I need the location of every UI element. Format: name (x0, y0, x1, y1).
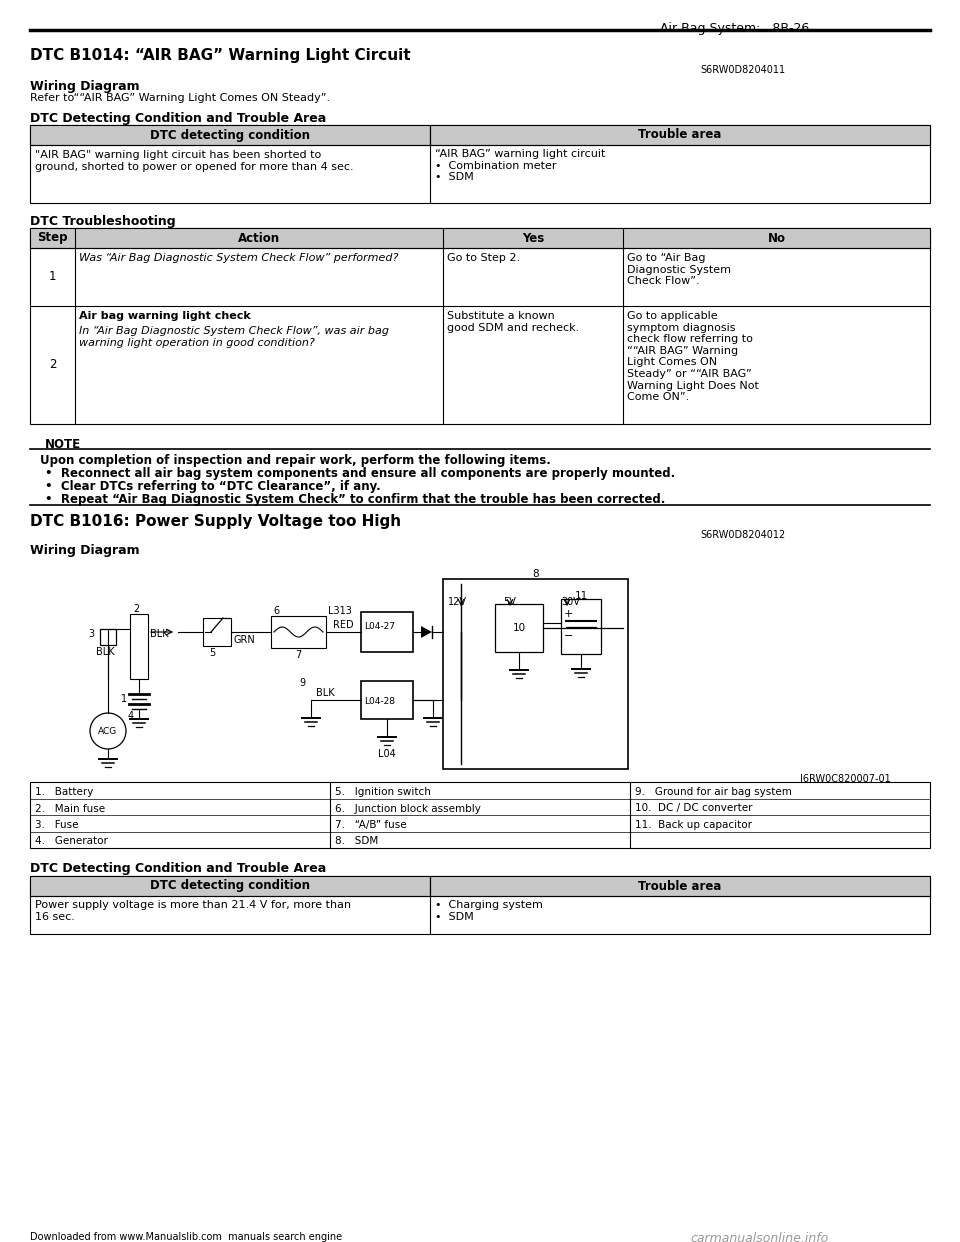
Text: RED: RED (333, 620, 353, 630)
Text: “AIR BAG” warning light circuit
•  Combination meter
•  SDM: “AIR BAG” warning light circuit • Combin… (435, 149, 606, 183)
Text: 7.   “A/B” fuse: 7. “A/B” fuse (335, 820, 407, 830)
Text: BLK: BLK (96, 647, 114, 657)
Text: 30V: 30V (561, 597, 580, 607)
Text: Downloaded from www.Manualslib.com  manuals search engine: Downloaded from www.Manualslib.com manua… (30, 1232, 342, 1242)
Text: 5V: 5V (503, 597, 516, 607)
Bar (30, 782, 930, 848)
Text: 7: 7 (296, 650, 301, 660)
Bar (30, 876, 930, 934)
Text: 6: 6 (273, 606, 279, 616)
Text: Refer to““AIR BAG” Warning Light Comes ON Steady”.: Refer to““AIR BAG” Warning Light Comes O… (30, 93, 330, 103)
Text: 10: 10 (513, 623, 525, 633)
Text: 9.   Ground for air bag system: 9. Ground for air bag system (635, 787, 792, 797)
Bar (271, 616, 326, 648)
Bar (30, 876, 430, 895)
Bar (30, 125, 430, 145)
Text: Wiring Diagram: Wiring Diagram (30, 79, 139, 93)
Bar (443, 579, 628, 769)
Text: •  Clear DTCs referring to “DTC Clearance”, if any.: • Clear DTCs referring to “DTC Clearance… (45, 479, 381, 493)
Text: Trouble area: Trouble area (638, 879, 722, 893)
Text: Yes: Yes (522, 231, 544, 245)
Text: L04-27: L04-27 (364, 622, 395, 631)
Text: 3.   Fuse: 3. Fuse (35, 820, 79, 830)
Bar (561, 599, 601, 655)
Text: 4: 4 (128, 710, 134, 722)
Bar (203, 619, 231, 646)
Text: Go to applicable
symptom diagnosis
check flow referring to
““AIR BAG” Warning
Li: Go to applicable symptom diagnosis check… (627, 310, 758, 402)
Bar (495, 604, 543, 652)
Text: DTC detecting condition: DTC detecting condition (150, 879, 310, 893)
Text: 3: 3 (88, 628, 94, 638)
Text: carmanualsonline.info: carmanualsonline.info (690, 1232, 828, 1242)
Text: NOTE: NOTE (45, 438, 82, 451)
Text: Step: Step (37, 231, 68, 245)
Text: No: No (767, 231, 785, 245)
Text: •  Charging system
•  SDM: • Charging system • SDM (435, 900, 542, 922)
Text: BLK: BLK (316, 688, 335, 698)
Text: 9: 9 (299, 678, 305, 688)
Text: 2.   Main fuse: 2. Main fuse (35, 804, 106, 814)
Text: Trouble area: Trouble area (638, 128, 722, 142)
Text: Upon completion of inspection and repair work, perform the following items.: Upon completion of inspection and repair… (40, 455, 551, 467)
Bar (100, 628, 116, 645)
Text: GRN: GRN (233, 635, 254, 645)
Bar (30, 229, 930, 424)
Text: 4.   Generator: 4. Generator (35, 837, 108, 847)
Text: •  Reconnect all air bag system components and ensure all components are properl: • Reconnect all air bag system component… (45, 467, 675, 479)
Text: 8: 8 (532, 569, 539, 579)
Text: S6RW0D8204011: S6RW0D8204011 (700, 65, 785, 75)
Text: 5: 5 (209, 648, 215, 658)
Text: 11: 11 (574, 591, 588, 601)
Bar (361, 681, 413, 719)
Text: DTC Detecting Condition and Trouble Area: DTC Detecting Condition and Trouble Area (30, 862, 326, 876)
Text: •  Repeat “Air Bag Diagnostic System Check” to confirm that the trouble has been: • Repeat “Air Bag Diagnostic System Chec… (45, 493, 665, 505)
Text: S6RW0D8204012: S6RW0D8204012 (700, 530, 785, 540)
Text: 1.   Battery: 1. Battery (35, 787, 93, 797)
Text: Go to Step 2.: Go to Step 2. (447, 253, 520, 263)
Text: +: + (564, 609, 573, 619)
Text: 5.   Ignition switch: 5. Ignition switch (335, 787, 431, 797)
Text: DTC Troubleshooting: DTC Troubleshooting (30, 215, 176, 229)
Text: Air bag warning light check: Air bag warning light check (79, 310, 251, 320)
Bar (130, 614, 148, 679)
Text: Go to “Air Bag
Diagnostic System
Check Flow”.: Go to “Air Bag Diagnostic System Check F… (627, 253, 731, 286)
Text: 10.  DC / DC converter: 10. DC / DC converter (635, 804, 753, 814)
Bar (361, 612, 413, 652)
Polygon shape (421, 626, 432, 638)
Text: "AIR BAG" warning light circuit has been shorted to
ground, shorted to power or : "AIR BAG" warning light circuit has been… (35, 150, 353, 171)
Bar (430, 876, 930, 895)
Text: L04: L04 (378, 749, 396, 759)
Text: Air Bag System:   8B-26: Air Bag System: 8B-26 (660, 22, 809, 35)
Bar (30, 229, 930, 248)
Text: Wiring Diagram: Wiring Diagram (30, 544, 139, 556)
Text: 11.  Back up capacitor: 11. Back up capacitor (635, 820, 752, 830)
Bar (430, 125, 930, 145)
Text: 2: 2 (133, 604, 139, 614)
Text: Was “Air Bag Diagnostic System Check Flow” performed?: Was “Air Bag Diagnostic System Check Flo… (79, 253, 398, 263)
Bar (30, 125, 930, 202)
Text: L04-28: L04-28 (364, 697, 395, 705)
Text: DTC B1014: “AIR BAG” Warning Light Circuit: DTC B1014: “AIR BAG” Warning Light Circu… (30, 48, 411, 63)
Text: 6.   Junction block assembly: 6. Junction block assembly (335, 804, 481, 814)
Text: Action: Action (238, 231, 280, 245)
Text: ACG: ACG (98, 727, 118, 735)
Text: 2: 2 (49, 359, 57, 371)
Text: In “Air Bag Diagnostic System Check Flow”, was air bag
warning light operation i: In “Air Bag Diagnostic System Check Flow… (79, 325, 389, 348)
Text: 1: 1 (121, 694, 127, 704)
Text: 12V: 12V (448, 597, 467, 607)
Text: DTC B1016: Power Supply Voltage too High: DTC B1016: Power Supply Voltage too High (30, 514, 401, 529)
Text: BLK: BLK (150, 628, 169, 638)
Text: Power supply voltage is more than 21.4 V for, more than
16 sec.: Power supply voltage is more than 21.4 V… (35, 900, 351, 922)
Text: 8.   SDM: 8. SDM (335, 837, 378, 847)
Text: I6RW0C820007-01: I6RW0C820007-01 (800, 774, 891, 784)
Text: 1: 1 (49, 271, 57, 283)
Text: L313: L313 (328, 606, 352, 616)
Text: DTC Detecting Condition and Trouble Area: DTC Detecting Condition and Trouble Area (30, 112, 326, 125)
Text: DTC detecting condition: DTC detecting condition (150, 128, 310, 142)
Text: Substitute a known
good SDM and recheck.: Substitute a known good SDM and recheck. (447, 310, 579, 333)
Text: −: − (564, 631, 573, 641)
